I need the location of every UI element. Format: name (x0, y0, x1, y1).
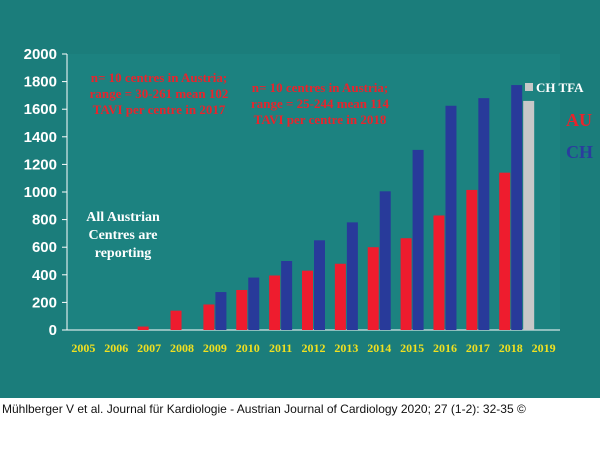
x-tick-label: 2013 (334, 341, 358, 355)
bar-au (137, 326, 149, 330)
bar-au (236, 289, 248, 330)
legend-ch: CH (566, 142, 593, 162)
annotation-2017: n= 10 centres in Austria; range = 30-261… (89, 70, 229, 117)
bar-au (367, 247, 379, 330)
legend-au: AU (566, 110, 592, 130)
x-tick-label: 2012 (302, 341, 326, 355)
y-tick-label: 1800 (24, 74, 57, 91)
y-tick-label: 200 (32, 294, 57, 311)
x-tick-label: 2010 (236, 341, 260, 355)
y-tick-label: 400 (32, 267, 57, 284)
x-tick-label: 2008 (170, 341, 194, 355)
y-tick-label: 1600 (24, 101, 57, 118)
x-tick-label: 2018 (499, 341, 523, 355)
plot-area (67, 54, 560, 330)
bar-ch (346, 222, 358, 330)
x-tick-label: 2019 (532, 341, 556, 355)
bar-ch (215, 292, 227, 330)
citation-caption: Mühlberger V et al. Journal für Kardiolo… (2, 402, 526, 416)
x-tick-label: 2017 (466, 341, 490, 355)
x-tick-label: 2007 (137, 341, 161, 355)
legend-label-ch-tfa: CH TFA (536, 80, 584, 95)
bar-ch (314, 240, 325, 330)
bar-au (400, 238, 412, 330)
bar-ch-tfa (523, 100, 535, 330)
bar-ch (478, 98, 490, 330)
x-tick-label: 2015 (400, 341, 424, 355)
bar-chart: 0 200 400 600 800 1000 1200 1400 1600 1800 2000 200… (24, 46, 560, 355)
bar-au (433, 215, 445, 330)
annotation-reporting: All Austrian Centres are reporting (86, 210, 160, 261)
legend-swatch-icon (525, 83, 533, 91)
bar-ch (281, 261, 293, 330)
bar-ch (379, 191, 391, 330)
bar-au (499, 172, 511, 330)
bar-ch (511, 85, 523, 330)
x-tick-label: 2014 (367, 341, 391, 355)
bar-au (170, 310, 182, 330)
x-tick-label: 2005 (71, 341, 95, 355)
bar-au (334, 263, 346, 330)
y-tick-label: 1400 (24, 129, 57, 146)
annotation-2018: n= 10 centres in Austria; range = 25-244… (250, 80, 390, 127)
chart-slide: 0 200 400 600 800 1000 1200 1400 1600 1800 2000 200… (0, 0, 600, 398)
bar-au (203, 304, 215, 330)
bar-au (466, 189, 478, 330)
bar-ch (445, 105, 457, 330)
y-tick-label: 0 (49, 322, 57, 339)
legend-ch-tfa: CH TFA (525, 80, 584, 96)
bar-ch (412, 149, 424, 330)
x-tick-label: 2006 (104, 341, 128, 355)
y-tick-label: 2000 (24, 46, 57, 63)
bar-au (269, 275, 281, 330)
x-tick-label: 2016 (433, 341, 457, 355)
y-tick-label: 800 (32, 212, 57, 229)
y-tick-label: 1200 (24, 156, 57, 173)
bar-au (302, 270, 313, 330)
bar-ch (248, 277, 260, 330)
y-tick-label: 600 (32, 239, 57, 256)
y-tick-label: 1000 (24, 184, 57, 201)
x-tick-label: 2011 (269, 341, 292, 355)
x-tick-label: 2009 (203, 341, 227, 355)
